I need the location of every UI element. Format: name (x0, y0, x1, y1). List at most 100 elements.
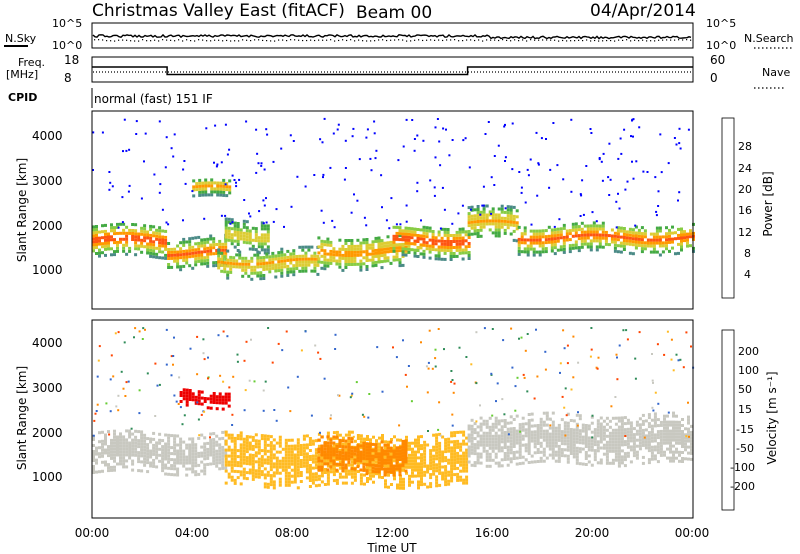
range-cell (219, 181, 223, 185)
range-cell (213, 181, 217, 185)
range-cell (326, 456, 330, 460)
range-cell (194, 398, 198, 402)
range-cell (574, 246, 578, 250)
range-cell (596, 434, 600, 438)
range-cell (215, 449, 219, 453)
range-cell (149, 455, 153, 459)
scatter-cell (255, 171, 258, 174)
range-cell (542, 438, 546, 442)
range-cell (590, 442, 594, 446)
scatter-cell (564, 387, 567, 390)
range-cell (368, 454, 372, 458)
range-cell (592, 239, 596, 243)
range-cell (332, 247, 336, 251)
power-panel-frame (91, 110, 694, 310)
noise-search-dot (146, 40, 148, 42)
range-cell (572, 449, 576, 453)
range-cell (170, 247, 174, 251)
scatter-cell (224, 214, 227, 217)
range-cell (125, 465, 129, 469)
range-cell (565, 229, 569, 233)
range-cell (292, 255, 296, 259)
range-cell (92, 459, 95, 462)
range-cell (482, 446, 486, 450)
range-cell (218, 452, 222, 456)
range-cell (206, 249, 210, 253)
range-cell (299, 453, 303, 456)
range-cell (520, 235, 524, 239)
range-cell (675, 438, 678, 442)
range-cell (353, 472, 357, 476)
range-cell (248, 456, 252, 460)
range-cell (623, 416, 627, 420)
range-cell (191, 248, 195, 252)
range-cell (140, 250, 144, 254)
range-cell (566, 424, 570, 428)
range-cell (401, 254, 405, 258)
range-cell (652, 244, 656, 248)
range-cell (479, 452, 483, 456)
range-cell (372, 474, 375, 478)
range-cell (672, 453, 675, 457)
scatter-cell (537, 162, 540, 165)
range-cell (299, 450, 303, 453)
range-cell (434, 236, 438, 240)
range-cell (538, 244, 542, 248)
range-cell (182, 243, 186, 247)
range-cell (595, 248, 599, 252)
range-cell (233, 448, 237, 452)
range-cell (467, 224, 471, 228)
range-cell (473, 452, 477, 456)
noise-search-dot (686, 39, 688, 41)
range-cell (224, 395, 228, 399)
noise-left-tick-top: 10^5 (52, 17, 82, 30)
range-cell (426, 485, 430, 489)
range-cell (565, 232, 569, 236)
range-cell (518, 441, 522, 445)
scatter-cell (475, 331, 478, 334)
scatter-cell (368, 393, 371, 395)
range-cell (377, 251, 381, 255)
range-cell (146, 446, 150, 450)
range-cell (392, 246, 396, 250)
range-cell (161, 241, 165, 245)
range-cell (569, 434, 573, 437)
range-cell (250, 268, 254, 272)
scatter-cell (634, 377, 637, 380)
range-cell (384, 479, 387, 483)
range-cell (560, 439, 564, 443)
range-cell (256, 253, 260, 257)
scatter-cell (161, 208, 164, 211)
range-cell (110, 229, 113, 233)
range-cell (610, 240, 614, 244)
range-cell (416, 255, 420, 258)
range-cell (669, 432, 672, 436)
range-cell (479, 425, 483, 429)
range-cell (209, 249, 213, 253)
range-cell (245, 220, 249, 224)
range-cell (265, 264, 269, 268)
scatter-cell (576, 424, 579, 427)
range-cell (494, 461, 498, 465)
scatter-cell (272, 160, 275, 163)
range-cell (663, 423, 666, 427)
range-cell (158, 244, 162, 248)
range-cell (470, 451, 474, 455)
range-cell (298, 254, 302, 258)
range-cell (494, 219, 498, 223)
range-cell (491, 458, 495, 462)
range-cell (512, 418, 516, 421)
range-cell (332, 253, 336, 257)
range-cell (432, 460, 436, 464)
scatter-cell (482, 185, 485, 188)
range-cell (338, 247, 342, 251)
range-cell (362, 238, 366, 242)
range-cell (408, 444, 411, 448)
range-cell (143, 436, 147, 440)
scatter-cell (679, 147, 682, 150)
noise-search-dot (414, 39, 416, 41)
range-cell (545, 435, 549, 439)
range-cell (257, 245, 261, 249)
range-cell (523, 229, 527, 233)
range-cell (408, 462, 411, 466)
